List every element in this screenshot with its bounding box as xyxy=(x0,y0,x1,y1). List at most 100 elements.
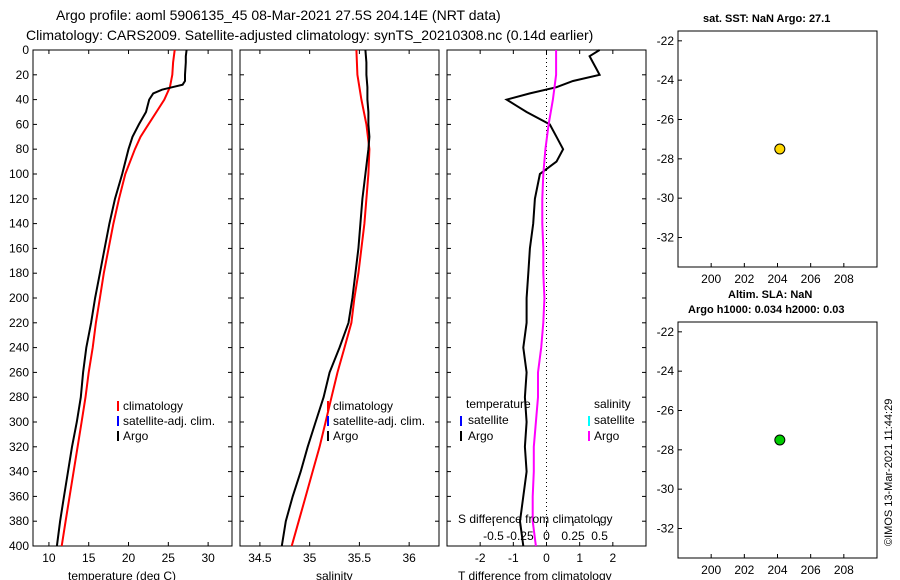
depth-tick-label: 40 xyxy=(16,93,30,107)
depth-tick-label: 400 xyxy=(9,539,29,553)
x-tick-label: 10 xyxy=(42,551,56,565)
temperature-lines xyxy=(55,49,188,547)
salinity-xlabel: salinity xyxy=(316,569,353,580)
sla-map-points xyxy=(774,434,786,446)
x-tick-label: 35.5 xyxy=(348,551,372,565)
sal-legend-climatology-label: climatology xyxy=(333,399,393,413)
depth-tick-label: 80 xyxy=(16,142,30,156)
legend-satellite-label: satellite-adj. clim. xyxy=(123,414,215,428)
x-tick-label: 15 xyxy=(82,551,96,565)
depth-tick-label: 180 xyxy=(9,266,29,280)
title-line-2: Climatology: CARS2009. Satellite-adjuste… xyxy=(26,27,593,43)
depth-tick-label: 320 xyxy=(9,440,29,454)
inner-tick-label: 0.25 xyxy=(561,529,585,543)
difference-top-xlabel: S difference from climatology xyxy=(458,512,613,526)
depth-tick-label: 200 xyxy=(9,291,29,305)
depth-tick-label: 380 xyxy=(9,514,29,528)
sal-legend-argo-label: Argo xyxy=(333,429,359,443)
map-x-tick-label: 204 xyxy=(767,272,787,286)
inner-tick-label: 0 xyxy=(543,529,550,543)
x-tick-label: -2 xyxy=(475,551,486,565)
imos-timestamp: ©IMOS 13-Mar-2021 11:44:29 xyxy=(883,399,895,546)
map-y-tick-label: -24 xyxy=(657,73,675,87)
map-y-tick-label: -24 xyxy=(657,364,675,378)
difference-inner-ticks: -0.5 -0.25 0 0.25 0.5 xyxy=(483,521,608,543)
depth-tick-label: 260 xyxy=(9,365,29,379)
depth-tick-label: 140 xyxy=(9,217,29,231)
depth-tick-label: 60 xyxy=(16,117,30,131)
sst-map-ticks: 200 202 204 206 208 -22 -24 -26 -28 -30 -32 xyxy=(657,34,855,286)
diff-legend-s-satellite-swatch xyxy=(588,416,590,426)
diff-legend-t-satellite-swatch xyxy=(460,416,462,426)
map-point-marker xyxy=(774,434,786,446)
depth-tick-label: 20 xyxy=(16,68,30,82)
salinity-lines xyxy=(280,49,371,547)
map-x-tick-label: 202 xyxy=(734,563,754,577)
map-x-tick-label: 204 xyxy=(767,563,787,577)
difference-legend: temperature satellite Argo salinity sate… xyxy=(460,397,635,443)
x-tick-label: -1 xyxy=(508,551,519,565)
salinity-panel-frame xyxy=(239,49,440,547)
sal-legend-satellite-label: satellite-adj. clim. xyxy=(333,414,425,428)
series-t-difference-argo- xyxy=(504,49,602,547)
sla-title-2: Argo h1000: 0.034 h2000: 0.03 xyxy=(688,304,845,316)
map-y-tick-label: -32 xyxy=(657,522,675,536)
temperature-legend: climatology satellite-adj. clim. Argo xyxy=(117,399,215,443)
diff-legend-s-argo-label: Argo xyxy=(594,429,620,443)
depth-tick-label: 340 xyxy=(9,465,29,479)
difference-lines xyxy=(504,49,602,547)
difference-xlabel: T difference from climatology xyxy=(458,569,612,580)
depth-tick-label: 100 xyxy=(9,167,29,181)
x-tick-label: 25 xyxy=(162,551,176,565)
depth-tick-label: 220 xyxy=(9,316,29,330)
x-tick-label: 34.5 xyxy=(248,551,272,565)
map-y-tick-label: -32 xyxy=(657,231,675,245)
x-tick-label: 20 xyxy=(122,551,136,565)
map-y-tick-label: -26 xyxy=(657,404,675,418)
diff-legend-temperature-title: temperature xyxy=(466,397,531,411)
map-x-tick-label: 200 xyxy=(701,272,721,286)
map-x-tick-label: 202 xyxy=(734,272,754,286)
series-climatology xyxy=(60,49,176,547)
depth-tick-label: 280 xyxy=(9,390,29,404)
map-x-tick-label: 206 xyxy=(801,272,821,286)
map-y-tick-label: -22 xyxy=(657,325,675,339)
title-line-1: Argo profile: aoml 5906135_45 08-Mar-202… xyxy=(56,7,501,23)
sla-title-1: Altim. SLA: NaN xyxy=(728,289,812,301)
diff-legend-s-argo-swatch xyxy=(588,431,590,441)
inner-tick-label: 0.5 xyxy=(591,529,608,543)
diff-legend-t-argo-swatch xyxy=(460,431,462,441)
sal-legend-argo-swatch xyxy=(327,431,329,441)
diff-legend-t-argo-label: Argo xyxy=(468,429,494,443)
sal-legend-satellite-swatch xyxy=(327,416,329,426)
inner-tick-label: -0.25 xyxy=(506,529,534,543)
diff-legend-s-satellite-label: satellite xyxy=(594,413,635,427)
map-x-tick-label: 208 xyxy=(834,563,854,577)
salinity-x-ticks: 34.5 35 35.5 36 xyxy=(248,50,416,565)
map-y-tick-label: -26 xyxy=(657,113,675,127)
sst-map-points xyxy=(774,143,786,155)
series-argo xyxy=(280,49,371,547)
depth-tick-label: 0 xyxy=(22,43,29,57)
sal-legend-climatology-swatch xyxy=(327,401,329,411)
difference-x-ticks: -2 -1 0 1 2 xyxy=(475,50,616,565)
depth-tick-label: 160 xyxy=(9,241,29,255)
sst-title: sat. SST: NaN Argo: 27.1 xyxy=(703,13,830,25)
map-x-tick-label: 206 xyxy=(801,563,821,577)
temperature-panel-frame xyxy=(32,49,233,547)
depth-axis: 0 20 40 60 80 100 120 140 160 180 200 220 240 260 280 3… xyxy=(9,43,646,553)
map-point-marker xyxy=(774,143,786,155)
map-y-tick-label: -30 xyxy=(657,482,675,496)
inner-tick-label: -0.5 xyxy=(483,529,504,543)
map-y-tick-label: -28 xyxy=(657,443,675,457)
series-climatology xyxy=(290,49,371,547)
map-y-tick-label: -28 xyxy=(657,152,675,166)
x-tick-label: 30 xyxy=(201,551,215,565)
x-tick-label: 35 xyxy=(303,551,317,565)
x-tick-label: 1 xyxy=(576,551,583,565)
depth-tick-label: 240 xyxy=(9,341,29,355)
depth-tick-label: 300 xyxy=(9,415,29,429)
legend-satellite-swatch xyxy=(117,416,119,426)
diff-legend-salinity-title: salinity xyxy=(594,397,631,411)
